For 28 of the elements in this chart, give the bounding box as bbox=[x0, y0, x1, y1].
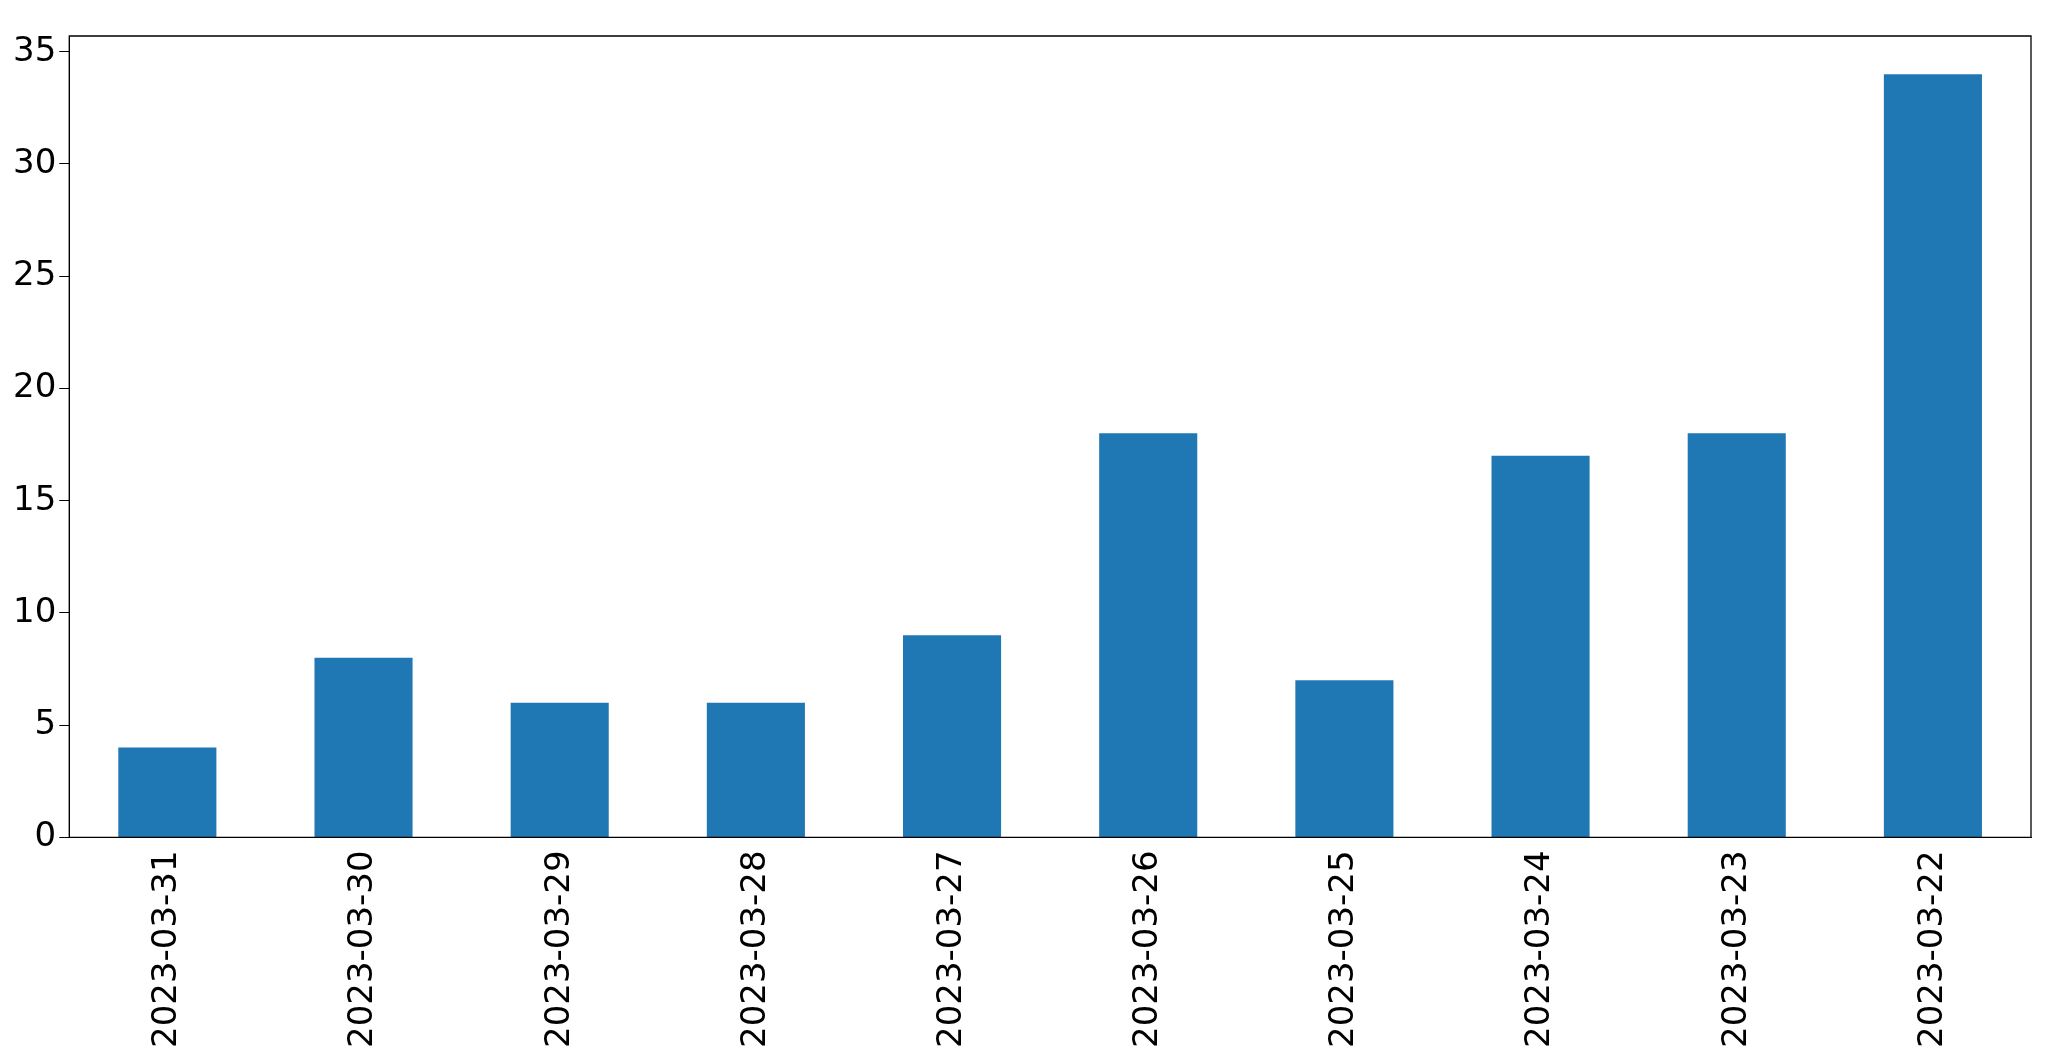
x-tick-label: 2023-03-29 bbox=[536, 850, 577, 1048]
x-tick-label: 2023-03-28 bbox=[732, 850, 773, 1048]
bar bbox=[1295, 680, 1394, 837]
y-tick-label: 5 bbox=[34, 701, 57, 742]
bar bbox=[118, 747, 217, 837]
bar bbox=[1687, 433, 1786, 837]
y-tick-label: 20 bbox=[13, 365, 57, 406]
x-tick-label: 2023-03-26 bbox=[1125, 850, 1166, 1048]
x-tick-label: 2023-03-31 bbox=[144, 850, 185, 1048]
bar bbox=[706, 702, 805, 837]
y-tick-label: 15 bbox=[13, 477, 57, 518]
y-tick-label: 35 bbox=[13, 28, 57, 69]
y-tick-label: 25 bbox=[13, 253, 57, 294]
y-tick-label: 30 bbox=[13, 140, 57, 181]
y-tick-label: 0 bbox=[34, 814, 57, 855]
bar bbox=[1491, 455, 1590, 837]
bar bbox=[314, 657, 413, 837]
bar bbox=[1883, 74, 1982, 837]
x-tick-label: 2023-03-25 bbox=[1321, 850, 1362, 1048]
y-tick-label: 10 bbox=[13, 589, 57, 630]
bar bbox=[903, 635, 1002, 837]
x-tick-label: 2023-03-24 bbox=[1517, 850, 1558, 1048]
x-tick-label: 2023-03-30 bbox=[340, 850, 381, 1048]
x-tick-label: 2023-03-23 bbox=[1713, 850, 1754, 1048]
x-tick-label: 2023-03-27 bbox=[928, 850, 969, 1048]
x-tick-label: 2023-03-22 bbox=[1909, 850, 1950, 1048]
bar bbox=[510, 702, 609, 837]
bar bbox=[1099, 433, 1198, 837]
